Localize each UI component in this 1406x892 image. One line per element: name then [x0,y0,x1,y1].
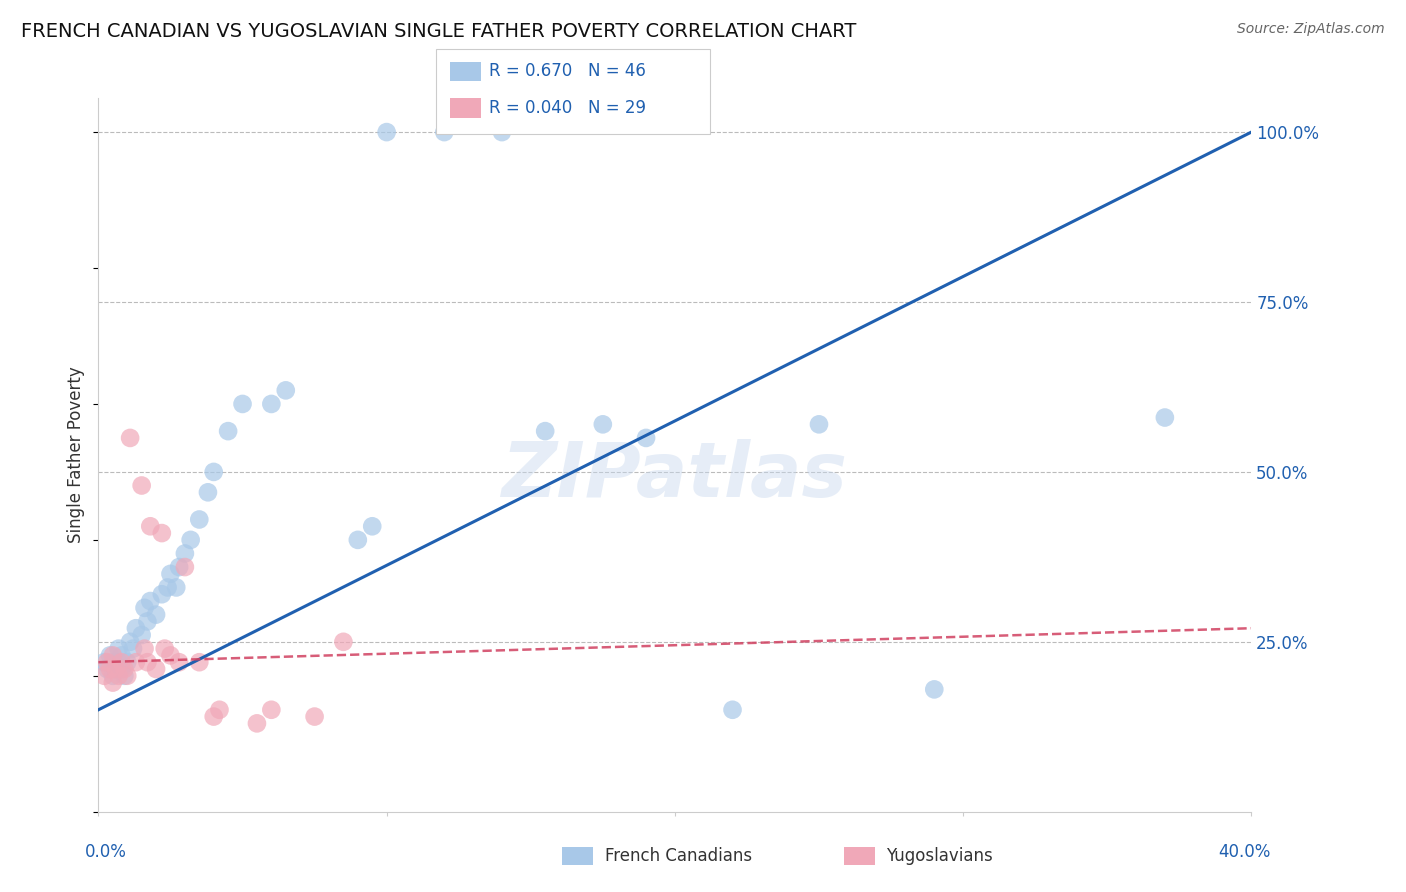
Point [188,655,211,669]
Point [107,641,129,656]
Point [93,669,115,683]
Point [202,465,225,479]
Point [104,662,127,676]
Point [217,424,239,438]
Point [491,125,513,139]
Point [134,641,156,656]
Text: R = 0.040   N = 29: R = 0.040 N = 29 [489,99,647,117]
Y-axis label: Single Father Poverty: Single Father Poverty [67,367,86,543]
Point [188,512,211,526]
Point [807,417,830,432]
Point [1153,410,1175,425]
Point [101,669,124,683]
Point [534,424,557,438]
Text: Source: ZipAtlas.com: Source: ZipAtlas.com [1237,22,1385,37]
Point [139,594,162,608]
Point [202,709,225,723]
Point [433,125,456,139]
Point [180,533,202,547]
Point [96,655,118,669]
Point [122,641,145,656]
Point [145,662,167,676]
Point [167,560,190,574]
Point [125,655,148,669]
Point [332,635,354,649]
Text: R = 0.670   N = 46: R = 0.670 N = 46 [489,62,647,80]
Point [101,655,124,669]
Point [167,655,190,669]
Point [274,384,297,398]
Point [98,648,121,663]
Point [139,519,162,533]
Point [304,709,326,723]
Point [592,417,614,432]
Text: 40.0%: 40.0% [1218,843,1271,861]
Point [260,703,283,717]
Point [208,703,231,717]
Point [197,485,219,500]
Point [107,669,129,683]
Point [112,669,135,683]
Point [165,581,187,595]
Point [96,662,118,676]
Point [117,669,139,683]
Point [246,716,269,731]
Point [131,628,153,642]
Point [104,662,127,676]
Point [93,655,115,669]
Text: French Canadians: French Canadians [605,847,752,865]
Point [721,703,744,717]
Point [110,648,132,663]
Point [120,431,142,445]
Point [101,675,124,690]
Point [156,581,179,595]
Text: Yugoslavians: Yugoslavians [886,847,993,865]
Point [120,635,142,649]
Point [110,655,132,669]
Point [346,533,368,547]
Point [110,662,132,676]
Point [131,478,153,492]
Point [98,662,121,676]
Point [361,519,384,533]
Point [375,125,398,139]
Point [260,397,283,411]
Point [159,566,181,581]
Point [134,600,156,615]
Point [117,655,139,669]
Point [107,655,129,669]
Point [159,648,181,663]
Point [136,615,159,629]
Point [101,648,124,663]
Text: 0.0%: 0.0% [84,843,127,861]
Point [174,560,197,574]
Point [636,431,658,445]
Text: FRENCH CANADIAN VS YUGOSLAVIAN SINGLE FATHER POVERTY CORRELATION CHART: FRENCH CANADIAN VS YUGOSLAVIAN SINGLE FA… [21,22,856,41]
Point [112,662,135,676]
Point [231,397,254,411]
Point [153,641,176,656]
Point [136,655,159,669]
Point [922,682,945,697]
Point [150,526,173,541]
Point [125,621,148,635]
Text: ZIPatlas: ZIPatlas [502,440,848,513]
Point [174,546,197,560]
Point [150,587,173,601]
Point [145,607,167,622]
